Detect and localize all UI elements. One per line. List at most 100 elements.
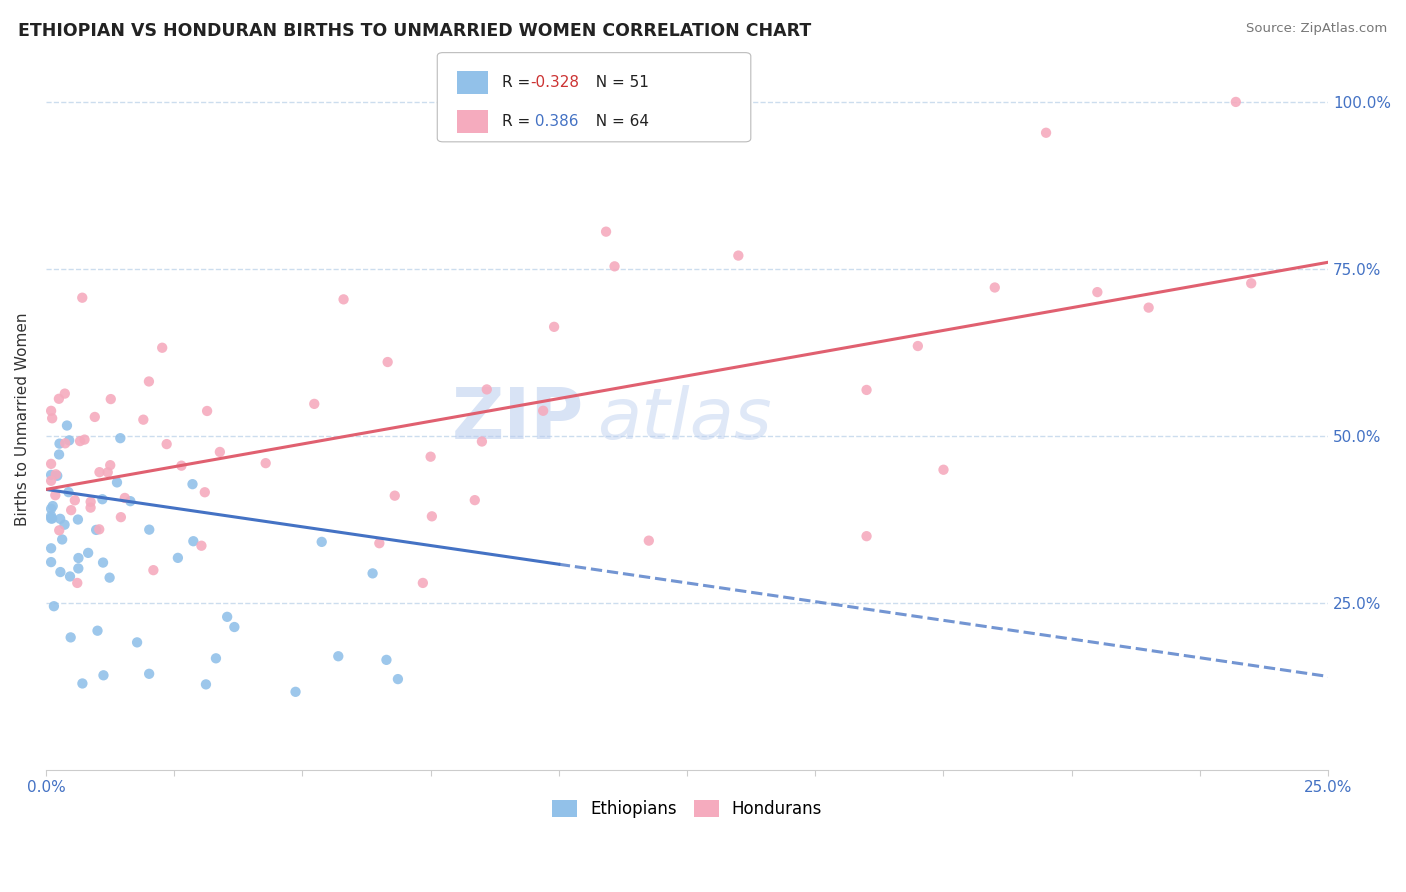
Point — [39, 467, 62, 482]
Point — [53, 517, 76, 532]
Point — [42, 599, 65, 614]
Point — [194, 485, 217, 500]
Text: N = 51: N = 51 — [586, 75, 650, 90]
Point — [45, 467, 67, 482]
Point — [195, 404, 218, 418]
Point — [368, 536, 391, 550]
Y-axis label: Births to Unmarried Women: Births to Unmarried Women — [15, 312, 30, 526]
Point — [48, 392, 70, 406]
Point — [1137, 301, 1160, 315]
Point — [138, 375, 160, 389]
Point — [41, 411, 63, 425]
Point — [42, 499, 65, 513]
Point — [855, 383, 877, 397]
Point — [120, 494, 142, 508]
Point — [89, 522, 111, 536]
Point — [39, 404, 62, 418]
Point — [190, 539, 212, 553]
Point — [637, 533, 659, 548]
Point — [224, 620, 246, 634]
Point — [59, 631, 82, 645]
Point — [138, 523, 160, 537]
Point — [93, 668, 115, 682]
Point — [69, 434, 91, 448]
Point — [170, 458, 193, 473]
Point — [60, 503, 83, 517]
Point — [595, 225, 617, 239]
Text: R =: R = — [502, 114, 536, 129]
Point — [53, 436, 76, 450]
Point — [53, 386, 76, 401]
Point — [419, 450, 441, 464]
Point — [208, 445, 231, 459]
Point — [181, 477, 204, 491]
Point — [332, 293, 354, 307]
Text: 0.386: 0.386 — [530, 114, 578, 129]
Point — [39, 511, 62, 525]
Point — [471, 434, 494, 449]
Point — [420, 509, 443, 524]
Text: R =: R = — [502, 75, 536, 90]
Point — [89, 465, 111, 479]
Point — [114, 491, 136, 505]
Text: N = 64: N = 64 — [586, 114, 650, 129]
Point — [907, 339, 929, 353]
Point — [56, 418, 79, 433]
Point — [110, 510, 132, 524]
Point — [132, 412, 155, 426]
Point — [377, 355, 399, 369]
Point — [217, 610, 239, 624]
Point — [205, 651, 228, 665]
Point — [98, 571, 121, 585]
Point — [311, 534, 333, 549]
Point — [73, 433, 96, 447]
Point — [254, 456, 277, 470]
Point — [84, 523, 107, 537]
Point — [384, 489, 406, 503]
Point — [39, 457, 62, 471]
Point — [543, 319, 565, 334]
Point — [603, 260, 626, 274]
Point — [49, 512, 72, 526]
Point — [375, 653, 398, 667]
Point — [531, 404, 554, 418]
Legend: Ethiopians, Hondurans: Ethiopians, Hondurans — [546, 793, 830, 825]
Point — [1035, 126, 1057, 140]
Point — [1225, 95, 1247, 109]
Point — [39, 474, 62, 488]
Point — [110, 431, 132, 445]
Point — [58, 485, 80, 500]
Point — [83, 409, 105, 424]
Point — [98, 458, 121, 472]
Point — [127, 635, 149, 649]
Point — [58, 434, 80, 448]
Point — [475, 383, 498, 397]
Point — [412, 576, 434, 591]
Point — [72, 676, 94, 690]
Point — [67, 551, 90, 566]
Point — [138, 666, 160, 681]
Point — [39, 501, 62, 516]
Point — [361, 566, 384, 581]
Text: -0.328: -0.328 — [530, 75, 579, 90]
Point — [39, 541, 62, 556]
Point — [97, 465, 120, 479]
Point — [79, 500, 101, 515]
Point — [39, 508, 62, 523]
Point — [304, 397, 326, 411]
Point — [66, 576, 89, 591]
Point — [41, 511, 63, 525]
Point — [77, 546, 100, 560]
Point — [1085, 285, 1108, 299]
Point — [855, 529, 877, 543]
Text: ETHIOPIAN VS HONDURAN BIRTHS TO UNMARRIED WOMEN CORRELATION CHART: ETHIOPIAN VS HONDURAN BIRTHS TO UNMARRIE… — [18, 22, 811, 40]
Text: atlas: atlas — [598, 384, 772, 454]
Point — [150, 341, 173, 355]
Point — [727, 249, 749, 263]
Point — [67, 561, 90, 575]
Text: ZIP: ZIP — [453, 384, 585, 454]
Point — [48, 524, 70, 538]
Point — [156, 437, 179, 451]
Point — [91, 492, 114, 507]
Point — [387, 672, 409, 686]
